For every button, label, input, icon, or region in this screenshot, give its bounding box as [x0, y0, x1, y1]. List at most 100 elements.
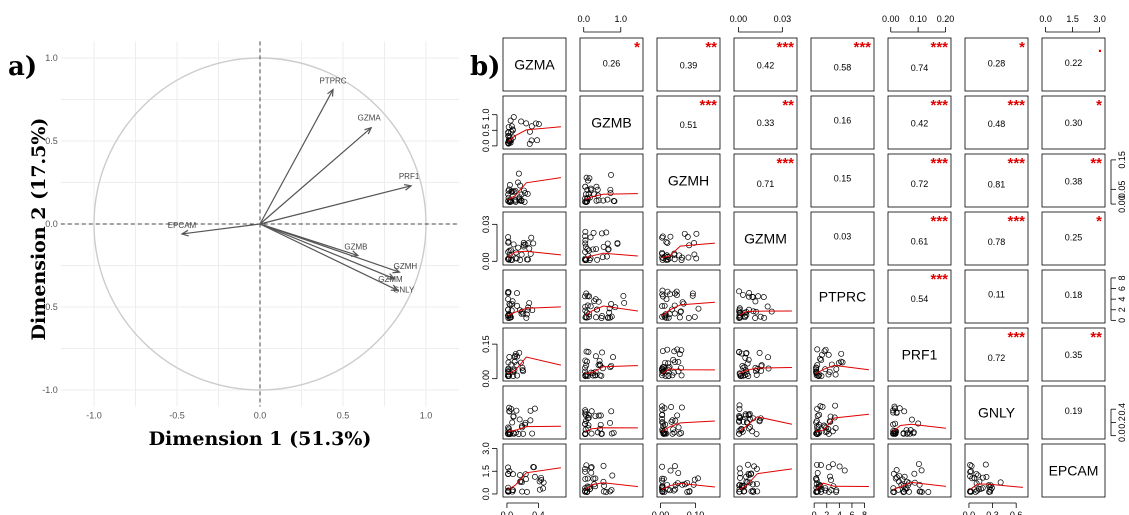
pca-vector-label-gzmm: GZMM	[378, 275, 403, 284]
smooth-line	[661, 301, 715, 316]
scatter-point	[814, 346, 821, 353]
matrix-cell-gzmh-epcam: 0.38 **	[1041, 153, 1106, 208]
matrix-cell-frame	[964, 211, 1029, 266]
matrix-cell-frame	[656, 95, 721, 150]
correlation-value: 0.78	[988, 237, 1006, 247]
pca-y-tick-label: 0.0	[45, 219, 58, 229]
matrix-cell-gnly-prf1	[887, 385, 952, 440]
pca-vector-gnly	[259, 223, 399, 291]
pca-arrowhead	[364, 126, 373, 135]
scatter-point	[745, 425, 752, 432]
scatter-point	[685, 254, 692, 261]
scatter-point	[737, 470, 744, 477]
significance-stars: ***	[1007, 329, 1025, 346]
scatter-point	[674, 412, 681, 419]
bottom-axis-tick-label: 0.4	[532, 510, 545, 515]
matrix-cell-gzmh-gzma	[502, 153, 567, 208]
right-axis-tick-label: 0.05	[1117, 181, 1127, 199]
matrix-cell-gzmm-gzmb	[579, 211, 644, 266]
scatter-point	[516, 416, 523, 423]
top-axis-tick-label: 0.00	[882, 14, 900, 24]
scatter-point	[510, 134, 517, 141]
matrix-cell-gzma-gzmb: 0.26 *	[579, 37, 644, 92]
scatter-point	[900, 430, 907, 437]
matrix-cell-gzmh-gzmb	[579, 153, 644, 208]
scatter-point	[586, 247, 593, 254]
scatter-point	[818, 357, 825, 364]
scatter-point	[665, 373, 672, 379]
scatter-point	[582, 233, 589, 240]
scatter-point	[505, 239, 512, 246]
matrix-cell-gnly-gzmm	[733, 385, 798, 440]
scatter-point	[535, 121, 542, 128]
matrix-cell-gnly-ptprc	[810, 385, 875, 440]
matrix-cell-frame	[1041, 327, 1106, 382]
scatter-point	[911, 470, 918, 477]
scatter-point	[659, 419, 666, 426]
scatter-point	[506, 182, 513, 188]
matrix-cell-frame	[733, 95, 798, 150]
scatter-point	[813, 366, 820, 373]
scatter-point	[587, 464, 594, 471]
scatter-point	[609, 472, 616, 479]
scatter-point	[825, 351, 832, 358]
matrix-cell-gzmm-gnly: 0.78***	[964, 211, 1029, 266]
scatter-point	[675, 470, 682, 476]
scatter-point	[515, 170, 522, 177]
scatter-point	[814, 429, 820, 436]
scatter-point	[510, 241, 517, 248]
scatter-point	[607, 488, 613, 495]
scatter-point	[686, 488, 693, 495]
scatter-point	[659, 369, 666, 376]
pca-y-tick-label: 0.5	[45, 136, 58, 146]
scatter-point	[536, 486, 543, 493]
scatter-point	[530, 240, 537, 247]
scatter-point	[736, 348, 743, 355]
scatter-point	[521, 198, 528, 205]
scatter-point	[976, 485, 982, 492]
matrix-cell-gzmm-gzmh	[656, 211, 721, 266]
scatter-point	[813, 430, 820, 437]
scatter-point	[505, 296, 512, 303]
scatter-point	[822, 485, 829, 492]
scatter-point	[832, 371, 839, 378]
left-axis-tick-label: 0.0	[481, 140, 491, 153]
pca-tick-labels: -1.0 -0.5 0.0 0.5 1.0 -1.0 -0.5 0.0 0.5 1.0	[42, 53, 432, 421]
scatter-point	[674, 346, 681, 353]
significance-stars: ***	[699, 97, 717, 114]
correlation-value: 0.35	[1065, 350, 1083, 360]
scatter-point	[608, 313, 615, 320]
scatter-point	[825, 488, 832, 495]
pca-vector-label-gzmh: GZMH	[394, 262, 418, 271]
scatter-point	[659, 348, 666, 355]
scatter-point	[531, 405, 538, 412]
scatter-point	[582, 303, 589, 310]
scatter-point	[691, 251, 698, 258]
scatter-point	[671, 429, 678, 436]
significance-stars: **	[705, 39, 717, 56]
pca-arrowhead	[387, 273, 396, 280]
pca-vector-label-gnly: GNLY	[393, 285, 415, 294]
matrix-cell-frame	[1041, 37, 1106, 92]
scatter-point	[505, 470, 512, 477]
scatter-point	[589, 246, 596, 253]
matrix-cell-gzmb-epcam: 0.30 *	[1041, 95, 1106, 150]
top-axis-tick-label: 0.10	[909, 14, 927, 24]
scatter-point	[661, 488, 668, 495]
scatter-point	[813, 475, 820, 482]
matrix-cell-gzma-gnly: 0.28 *	[964, 37, 1029, 92]
matrix-cell-ptprc-ptprc: PTPRC	[810, 269, 875, 324]
correlation-value: 0.72	[911, 179, 929, 189]
matrix-cell-prf1-gzmb	[579, 327, 644, 382]
matrix-cell-gzmb-gzma	[502, 95, 567, 150]
pca-y-axis-title: Dimension 2 (17.5%)	[28, 118, 50, 341]
scatter-point	[839, 359, 846, 366]
significance-stars: ***	[1007, 155, 1025, 172]
scatter-point	[520, 241, 527, 248]
matrix-cell-frame	[733, 37, 798, 92]
scatter-point	[505, 371, 512, 378]
smooth-line	[661, 482, 715, 490]
matrix-cell-frame	[733, 211, 798, 266]
correlation-value: 0.11	[988, 289, 1005, 299]
scatter-point	[745, 356, 752, 363]
